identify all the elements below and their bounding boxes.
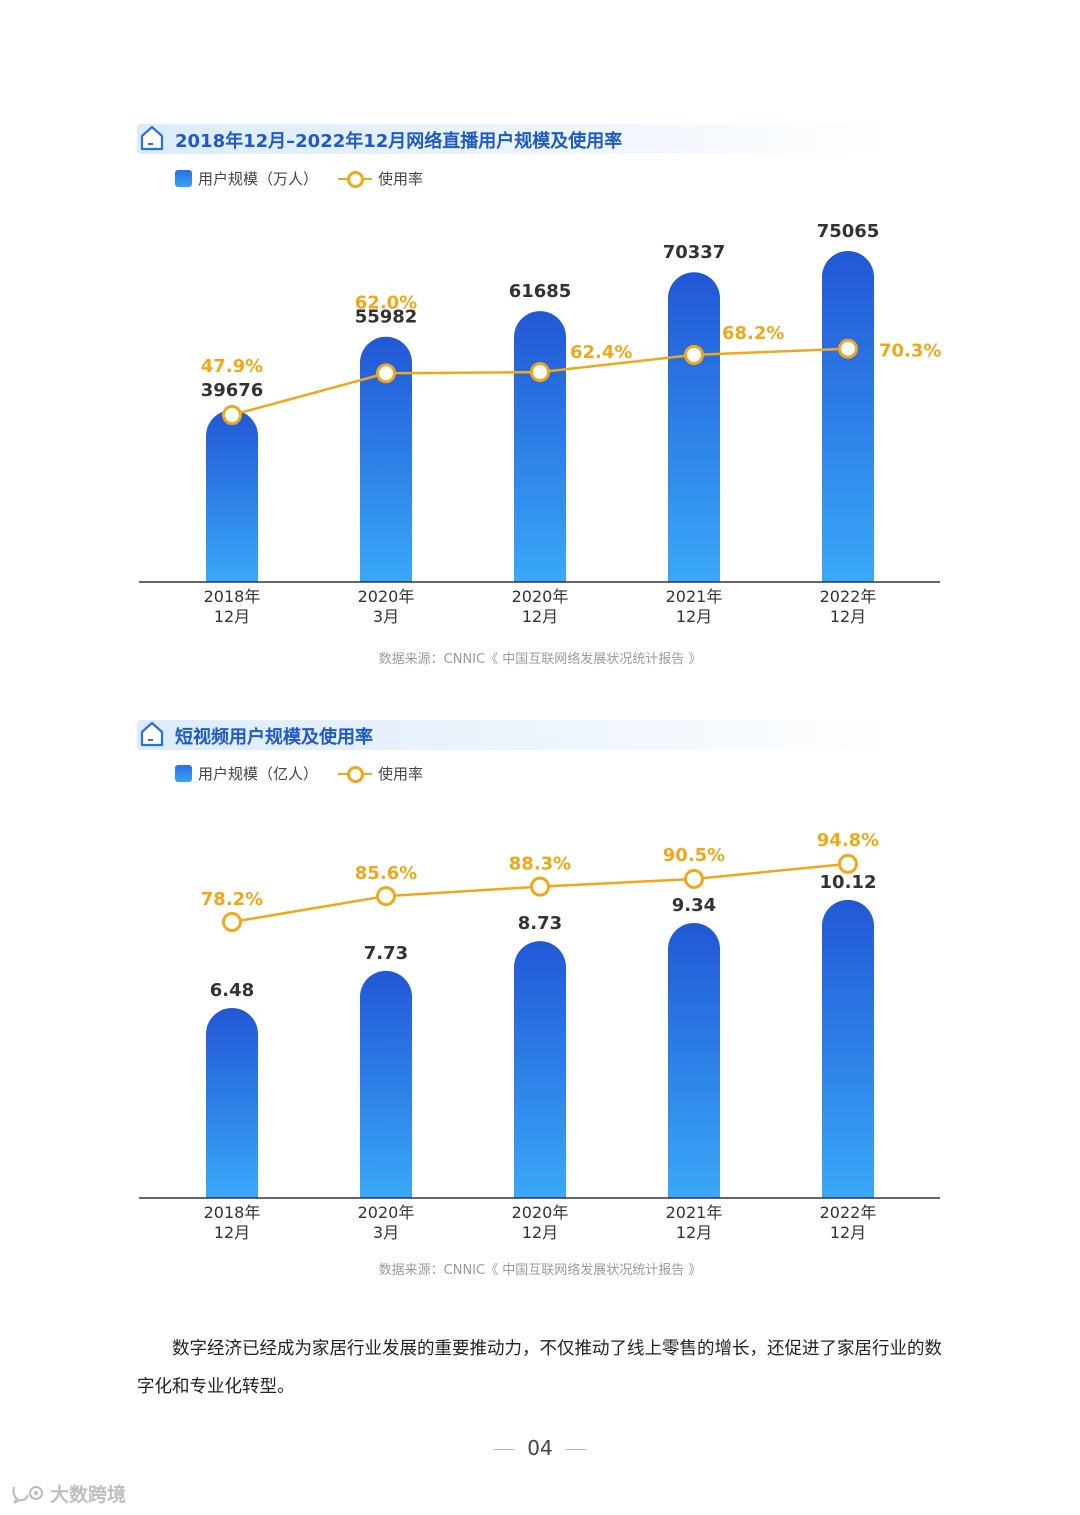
x-tick-label: 2018年 — [204, 1203, 261, 1222]
line-value-label: 68.2% — [722, 323, 784, 344]
x-tick-label: 3月 — [373, 1223, 399, 1242]
x-tick-label: 12月 — [830, 607, 866, 626]
line-point — [838, 853, 858, 874]
watermark-text: 大数跨境 — [50, 1484, 127, 1506]
line-value-label: 94.8% — [817, 830, 879, 851]
legend-line-marker — [338, 766, 373, 783]
legend-line-label: 使用率 — [378, 765, 424, 783]
x-tick-label: 2018年 — [204, 587, 261, 606]
line-point — [222, 912, 242, 932]
bar-value-label: 8.73 — [518, 913, 562, 934]
line-value-label: 88.3% — [509, 854, 571, 875]
house-outline-icon — [140, 721, 164, 747]
bar-value-label: 7.73 — [364, 943, 408, 964]
line-value-label: 47.9% — [201, 356, 263, 377]
bar — [206, 410, 258, 582]
legend-line-marker — [338, 171, 373, 188]
x-tick-label: 12月 — [676, 1223, 712, 1242]
bar — [668, 272, 720, 582]
legend-bar-label: 用户规模（万人） — [198, 170, 319, 188]
x-tick-label: 12月 — [214, 1223, 250, 1242]
chart-source: 数据来源：CNNIC《 中国互联网络发展状况统计报告 》 — [378, 652, 702, 667]
chart-header: 2018年12月–2022年12月网络直播用户规模及使用率 — [137, 124, 897, 154]
x-tick-label: 3月 — [373, 607, 399, 626]
chart-title: 短视频用户规模及使用率 — [175, 727, 373, 748]
x-tick-label: 2021年 — [666, 587, 723, 606]
live-streaming-chart: 396762018年12月559822020年3月616852020年12月70… — [139, 221, 941, 626]
bar-value-label: 9.34 — [672, 895, 716, 916]
chart-legend: 用户规模（亿人） 使用率 — [175, 763, 423, 784]
line-point — [838, 338, 858, 359]
bar — [360, 336, 412, 582]
bar-value-label: 61685 — [509, 281, 572, 302]
bar — [206, 1008, 258, 1198]
x-tick-label: 2020年 — [358, 587, 415, 606]
x-tick-label: 2022年 — [820, 587, 877, 606]
line-point — [376, 886, 396, 907]
x-tick-label: 2020年 — [512, 1203, 569, 1222]
x-tick-label: 12月 — [522, 1223, 558, 1242]
page-number-text: 04 — [527, 1436, 553, 1460]
bar-value-label: 75065 — [817, 221, 880, 242]
legend-bar-label: 用户规模（亿人） — [198, 765, 319, 783]
legend-bar-swatch — [175, 170, 192, 187]
bar — [822, 250, 874, 582]
line-value-label: 90.5% — [663, 845, 725, 866]
bar-value-label: 55982 — [355, 307, 418, 328]
chart-legend: 用户规模（万人） 使用率 — [175, 168, 423, 189]
x-tick-label: 12月 — [214, 607, 250, 626]
chart-title: 2018年12月–2022年12月网络直播用户规模及使用率 — [175, 131, 623, 152]
chart-header: 短视频用户规模及使用率 — [137, 720, 897, 750]
house-outline-icon — [140, 125, 164, 151]
x-tick-label: 12月 — [522, 607, 558, 626]
x-tick-label: 2021年 — [666, 1203, 723, 1222]
line-point — [530, 362, 550, 383]
line-point — [684, 344, 704, 365]
line-point — [376, 363, 396, 384]
line-value-label: 62.0% — [355, 292, 417, 313]
legend-line-label: 使用率 — [378, 170, 424, 188]
bar — [822, 899, 874, 1198]
line-value-label: 70.3% — [879, 341, 941, 362]
x-tick-label: 2022年 — [820, 1203, 877, 1222]
x-tick-label: 2020年 — [512, 587, 569, 606]
bar — [668, 923, 720, 1198]
bar-value-label: 10.12 — [820, 872, 877, 893]
speech-bubble-logo-icon — [12, 1486, 43, 1504]
bar-value-label: 6.48 — [210, 980, 254, 1001]
x-tick-label: 12月 — [830, 1223, 866, 1242]
short-video-chart: 6.482018年12月7.732020年3月8.732020年12月9.342… — [139, 830, 940, 1242]
line-value-label: 78.2% — [201, 889, 263, 910]
body-paragraph: 数字经济已经成为家居行业发展的重要推动力，不仅推动了线上零售的增长，还促进了家居… — [137, 1339, 942, 1397]
bar — [360, 970, 412, 1198]
legend-bar-swatch — [175, 765, 192, 782]
line-value-label: 62.4% — [570, 342, 632, 363]
line-point — [530, 876, 550, 897]
watermark: 大数跨境 — [10, 1480, 126, 1507]
line-point — [684, 868, 704, 889]
line-value-label: 85.6% — [355, 863, 417, 884]
line-point — [222, 405, 242, 425]
x-tick-label: 12月 — [676, 607, 712, 626]
bar — [514, 311, 566, 582]
x-tick-label: 2020年 — [358, 1203, 415, 1222]
bar-value-label: 70337 — [663, 242, 726, 263]
bar — [514, 941, 566, 1198]
page-number: 04 — [0, 1436, 1080, 1460]
chart-source: 数据来源：CNNIC《 中国互联网络发展状况统计报告 》 — [378, 1263, 702, 1278]
bar-value-label: 39676 — [201, 380, 264, 401]
